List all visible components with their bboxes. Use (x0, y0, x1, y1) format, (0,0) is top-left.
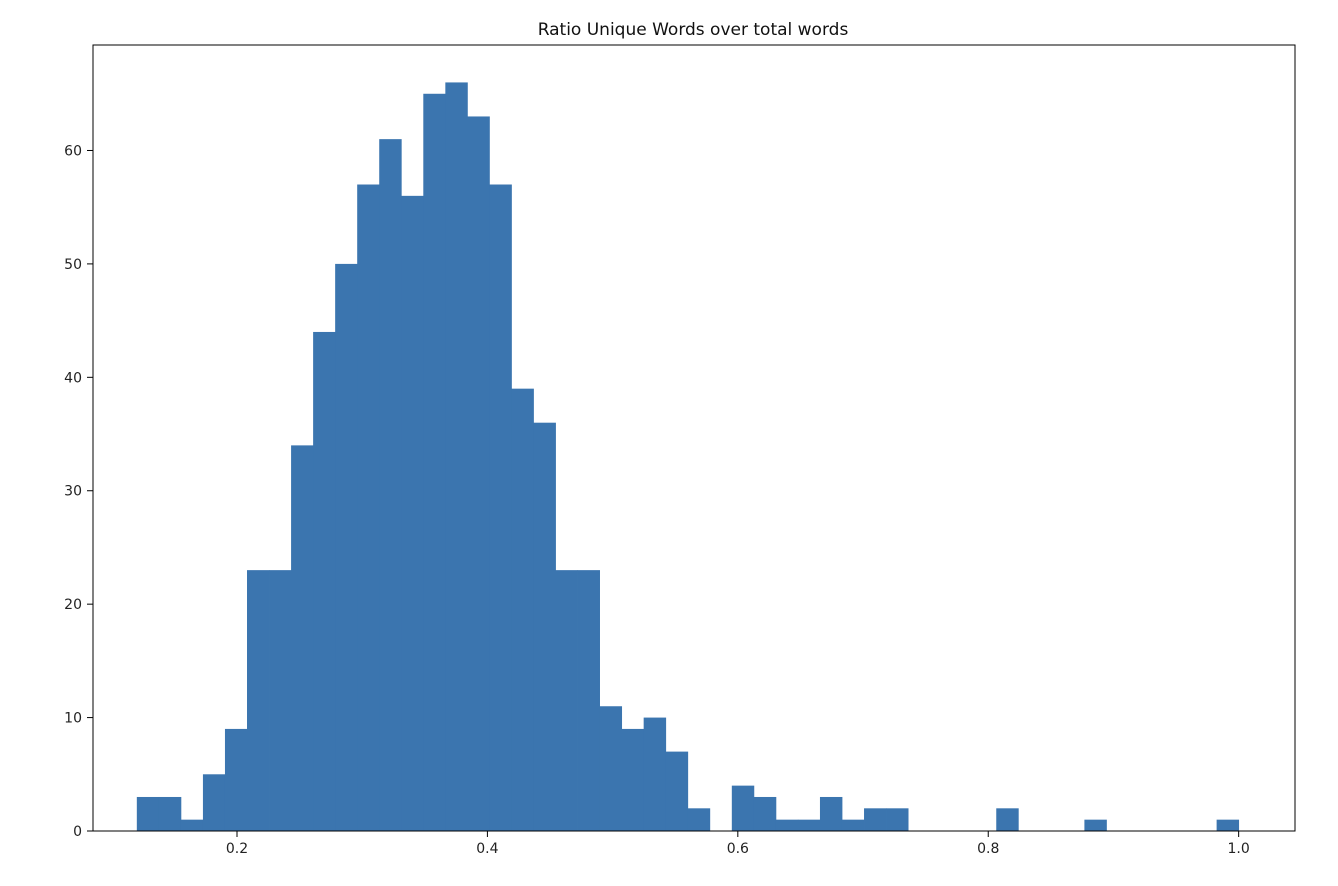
y-tick-label: 30 (64, 484, 82, 500)
x-tick-label: 0.8 (977, 841, 999, 857)
histogram-bar (555, 570, 578, 831)
plot-frame (92, 44, 1296, 832)
histogram-bar (1216, 819, 1240, 831)
histogram-bar (180, 819, 204, 831)
x-tick-label: 1.0 (1228, 841, 1250, 857)
histogram-bar (291, 445, 314, 831)
histogram-bar (577, 570, 600, 831)
y-tick-label: 50 (64, 257, 82, 273)
histogram-bar (886, 808, 909, 831)
y-axis: 0 10 20 30 40 50 60 (64, 143, 93, 840)
histogram-bar (819, 796, 843, 831)
histogram-bar (533, 422, 556, 831)
histogram-bar (224, 728, 248, 831)
histogram-bar (445, 82, 468, 831)
histogram-bar (269, 570, 292, 831)
x-tick-label: 0.4 (476, 841, 498, 857)
histogram-bar (1084, 819, 1107, 831)
y-tick-label: 0 (73, 824, 82, 840)
histogram-bar (158, 796, 182, 831)
x-tick-label: 0.2 (226, 841, 248, 857)
y-tick-label: 10 (64, 711, 82, 727)
histogram-bar (753, 796, 777, 831)
y-tick-label: 20 (64, 597, 82, 613)
histogram-bar (864, 808, 887, 831)
histogram-bar (643, 717, 667, 831)
histogram-bar (335, 263, 358, 832)
histogram-bar (247, 570, 270, 831)
histogram-bar (665, 751, 689, 831)
histogram-bar (467, 116, 490, 832)
histogram-bar (357, 184, 380, 832)
histogram-bar (621, 728, 645, 831)
histogram-bar (775, 819, 799, 831)
y-tick-label: 60 (64, 143, 82, 159)
histogram-bar (731, 785, 755, 831)
histogram-bar (489, 184, 512, 832)
histogram-bar (511, 388, 534, 831)
x-axis: 0.2 0.4 0.6 0.8 1.0 (226, 831, 1250, 857)
histogram-bar (996, 808, 1019, 831)
x-tick-label: 0.6 (727, 841, 749, 857)
histogram-bar (841, 819, 865, 831)
histogram-bar (423, 93, 446, 831)
histogram-bar (687, 808, 711, 831)
histogram-bar (202, 774, 226, 831)
histogram-bar (379, 139, 402, 831)
histogram-bar (401, 195, 424, 831)
y-tick-label: 40 (64, 370, 82, 386)
bars-group (136, 82, 1240, 832)
histogram-bar (797, 819, 821, 831)
histogram-bar (136, 796, 160, 831)
chart-title: Ratio Unique Words over total words (538, 20, 849, 40)
histogram-bar (599, 706, 623, 831)
histogram-bar (313, 331, 336, 831)
